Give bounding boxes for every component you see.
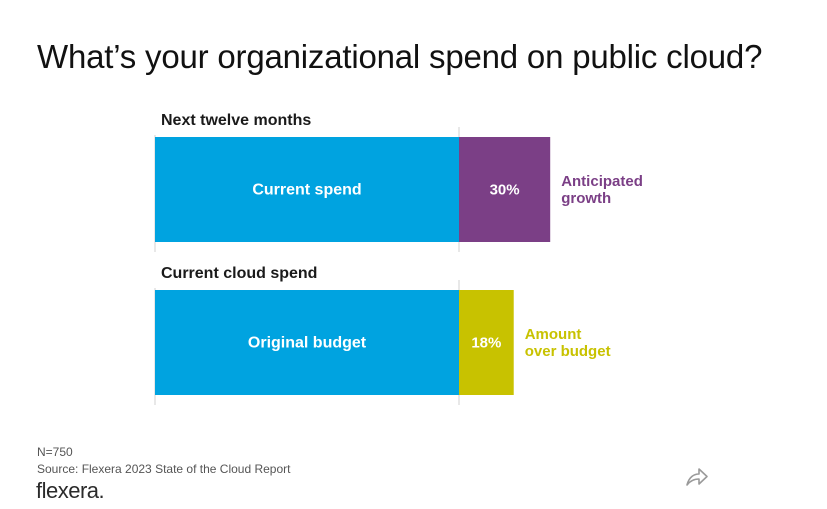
base-bar-label: Original budget — [248, 335, 367, 352]
annotation-label: Amount — [525, 326, 582, 343]
extra-bar-label: 30% — [490, 182, 520, 199]
group-label: Next twelve months — [161, 112, 311, 129]
extra-bar — [459, 290, 514, 395]
base-bar — [155, 290, 459, 395]
extra-bar-label: 18% — [471, 335, 501, 352]
sample-size: N=750 — [37, 445, 73, 459]
bar-chart: Next twelve months Current spend 30% Antici… — [154, 112, 643, 405]
annotation-label: over budget — [525, 343, 611, 360]
chart-title: What’s your organizational spend on publ… — [37, 38, 763, 75]
flexera-logo: flexera. — [36, 478, 105, 503]
extra-bar — [459, 137, 551, 242]
share-icon[interactable] — [684, 464, 710, 490]
base-bar-label: Current spend — [252, 182, 361, 199]
base-bar — [155, 137, 459, 242]
annotation-label: Anticipated — [561, 173, 643, 190]
group-label: Current cloud spend — [161, 265, 317, 282]
source-note: Source: Flexera 2023 State of the Cloud … — [37, 462, 291, 476]
annotation-label: growth — [561, 190, 611, 207]
